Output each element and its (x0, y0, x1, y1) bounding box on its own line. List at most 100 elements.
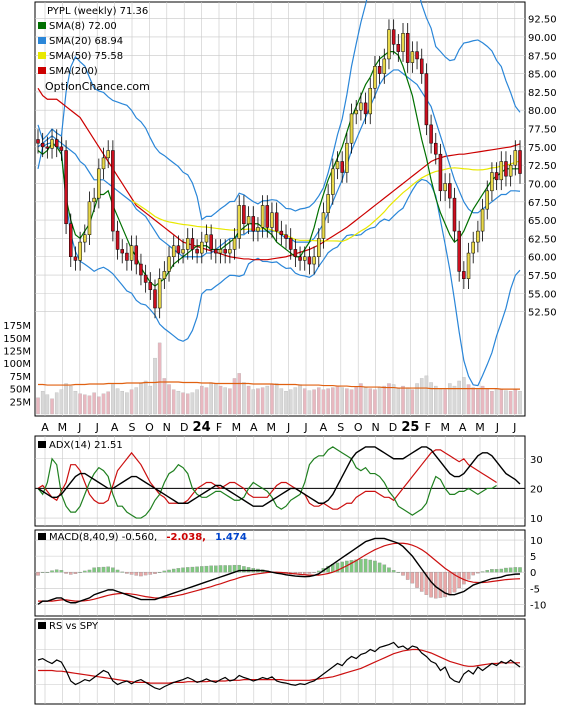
candle-body (176, 245, 181, 254)
macd-histogram-bar (139, 572, 143, 577)
price-tick-label: 82.50 (528, 88, 557, 99)
x-axis-label: M (440, 421, 450, 434)
candle-body (181, 249, 185, 254)
volume-average-line (38, 381, 520, 390)
candle-body (326, 194, 330, 214)
macd-histogram-bar (190, 566, 195, 573)
volume-bar (237, 373, 241, 415)
candle-body (508, 164, 513, 177)
macd-histogram-bar (438, 572, 443, 598)
candle-body (377, 66, 382, 74)
volume-bar (265, 385, 270, 415)
candle-body (288, 238, 293, 250)
candle-body (471, 241, 475, 254)
volume-bar (181, 392, 185, 415)
legend-swatch (38, 22, 46, 29)
candlesticks (36, 19, 522, 319)
candle-body (129, 245, 134, 261)
legend-label: SMA(20) 68.94 (49, 36, 123, 47)
volume-bar (204, 387, 209, 415)
rs-line (37, 641, 521, 691)
volume-bar (171, 389, 176, 415)
x-axis-label: J (495, 421, 499, 434)
candle-body (307, 256, 312, 265)
volume-bar (153, 357, 157, 415)
macd-panel-frame (34, 529, 526, 617)
volume-bar (396, 388, 401, 415)
macd-histogram-bar (508, 567, 513, 573)
volume-bar (377, 387, 382, 415)
macd-histogram-bar (157, 572, 162, 573)
legend-swatch (38, 37, 46, 44)
volume-bar (73, 390, 78, 415)
macd-histogram-bar (185, 567, 190, 573)
volume-bar (443, 389, 447, 415)
candle-body (87, 201, 92, 236)
volume-bar (405, 387, 410, 415)
rs-gridlines (35, 619, 525, 704)
volume-bar (190, 392, 195, 415)
macd-histogram-bar (373, 560, 377, 573)
volume-bar (148, 385, 153, 415)
candle-body (111, 150, 115, 232)
volume-bar (251, 389, 256, 415)
macd-histogram-bar (97, 567, 101, 573)
volume-bar (260, 387, 265, 415)
volume-bar (228, 388, 232, 415)
candle-body (134, 245, 139, 265)
candle-body (443, 183, 447, 192)
candle-body (59, 146, 64, 151)
candle-body (368, 87, 373, 115)
volume-bar (176, 390, 181, 415)
candle-body (171, 245, 176, 257)
adx-tick-label: 10 (530, 514, 543, 525)
volume-bar (326, 388, 330, 415)
macd-histogram-bar (54, 569, 59, 573)
macd-line (37, 537, 521, 605)
volume-bar (424, 375, 429, 415)
price-tick-label: 67.50 (528, 198, 557, 209)
candle-body (232, 238, 237, 250)
x-axis-label: N (371, 421, 379, 434)
candle-body (237, 205, 241, 239)
volume-bar (68, 385, 73, 415)
price-tick-label: 62.50 (528, 234, 557, 245)
macd-histogram-bar (387, 567, 391, 573)
volume-bar (59, 389, 64, 415)
x-axis-label: 25 (401, 420, 419, 435)
macd-histogram-bar (312, 572, 316, 573)
volume-bar (331, 387, 335, 415)
candle-body (218, 249, 223, 254)
candle-body (185, 238, 190, 250)
volume-bar (97, 396, 101, 415)
candle-body (363, 102, 368, 115)
x-axis-label: S (129, 421, 136, 434)
macd-histogram-bar (476, 572, 480, 574)
volume-bar (476, 389, 480, 415)
candle-body (438, 153, 443, 192)
volume-bar (134, 387, 139, 415)
macd-legend-hist: 1.474 (215, 532, 247, 543)
adx-line (37, 446, 521, 507)
x-axis-label: A (250, 421, 258, 434)
macd-histogram-bar (429, 572, 433, 598)
x-axis-label: D (389, 421, 397, 434)
volume-bar (349, 389, 354, 415)
candle-body (415, 51, 419, 60)
volume-bar (218, 385, 223, 415)
candle-body (148, 282, 153, 290)
candle-body (457, 230, 461, 272)
candle-body (209, 234, 213, 250)
rs-average-line (38, 648, 520, 684)
macd-histogram-bar (129, 572, 134, 575)
volume-bar (480, 385, 485, 415)
volume-bar (335, 385, 340, 415)
volume-bar (340, 387, 344, 415)
candle-body (466, 252, 471, 279)
x-axis-label: F (425, 421, 431, 434)
volume-bar (321, 389, 326, 415)
x-axis-label: O (354, 421, 363, 434)
macd-histogram-bar (153, 572, 157, 574)
volume-bar (120, 390, 125, 415)
